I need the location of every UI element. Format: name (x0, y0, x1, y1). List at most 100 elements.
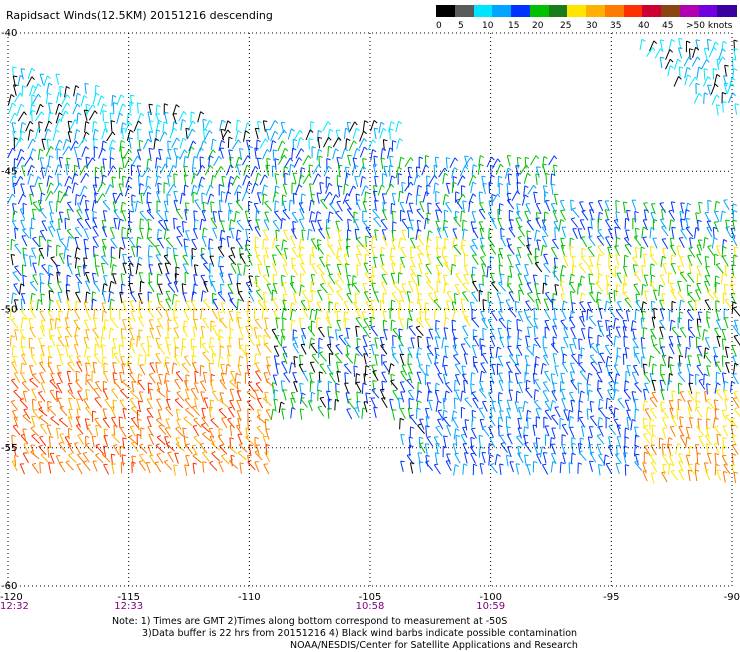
wind-barb-flag (633, 257, 637, 258)
wind-barb (713, 227, 714, 238)
wind-barb (191, 256, 192, 267)
wind-barb (704, 69, 705, 80)
wind-barb (283, 390, 286, 401)
wind-barb-flag (148, 292, 152, 293)
wind-barb (61, 111, 66, 121)
wind-barb-flag (113, 103, 117, 104)
wind-barb-flag (643, 302, 647, 304)
wind-barb-flag (183, 255, 187, 256)
wind-barb (122, 128, 123, 139)
wind-barb (579, 265, 586, 273)
wind-barb (294, 130, 300, 140)
wind-barb (716, 391, 723, 400)
wind-barb-flag (209, 130, 212, 133)
wind-barb-flag (599, 308, 603, 309)
wind-barb (102, 357, 103, 368)
wind-barb-flag (256, 290, 260, 291)
wind-barb (87, 310, 91, 320)
wind-barb (579, 339, 580, 350)
wind-barb-flag (237, 120, 241, 122)
wind-barb-flag (255, 183, 258, 186)
wind-barb-flag (707, 311, 711, 312)
wind-barb-flag (353, 276, 357, 278)
wind-barb (320, 285, 327, 293)
wind-barb-flag (425, 273, 429, 274)
wind-barb-flag (381, 247, 385, 249)
wind-barb-flag (464, 338, 468, 339)
wind-barb (704, 374, 705, 385)
wind-barb (551, 344, 558, 353)
wind-barb (47, 83, 49, 94)
wind-barb-flag (140, 184, 144, 186)
wind-barb (555, 227, 556, 238)
wind-barb-flag (33, 237, 37, 238)
wind-barb-flag (31, 157, 33, 160)
wind-barb-flag (292, 183, 296, 185)
wind-barb-flag (219, 185, 223, 187)
wind-barb (717, 105, 719, 116)
wind-barb (176, 156, 177, 167)
wind-barb (139, 392, 143, 402)
wind-barb-flag (716, 276, 720, 278)
wind-barb-flag (492, 282, 496, 283)
wind-barb (598, 201, 603, 211)
wind-barb-flag (311, 122, 315, 123)
wind-barb (702, 59, 707, 69)
wind-barb (455, 294, 456, 305)
wind-barb (490, 347, 492, 358)
wind-barb-flag (581, 276, 584, 278)
wind-barb (279, 402, 281, 413)
wind-barb-flag (318, 131, 322, 133)
wind-barb (309, 200, 311, 211)
wind-barb (221, 303, 224, 314)
wind-barb (423, 192, 426, 203)
wind-barb (303, 308, 309, 317)
wind-barb (142, 168, 148, 177)
wind-barb (111, 320, 118, 329)
wind-barb (472, 256, 478, 265)
wind-barb (523, 401, 525, 412)
wind-barb-flag (51, 146, 54, 149)
wind-barb (464, 380, 465, 391)
wind-barb (35, 112, 41, 121)
wind-barb (266, 410, 271, 420)
wind-barb-flag (303, 371, 307, 372)
wind-barb (651, 301, 652, 312)
wind-barb (489, 302, 490, 313)
wind-barb (167, 194, 168, 205)
wind-barb (98, 96, 102, 106)
wind-barb (278, 141, 282, 151)
wind-barb (697, 366, 703, 375)
wind-barb-flag (210, 156, 214, 158)
wind-barb-flag (482, 345, 486, 346)
wind-barb-flag (724, 200, 728, 201)
wind-barb-flag (22, 229, 26, 230)
wind-barb-flag (733, 220, 737, 221)
wind-barb (211, 139, 213, 150)
wind-barb (221, 284, 222, 295)
wind-barb (526, 204, 531, 214)
wind-barb-flag (651, 356, 655, 358)
wind-barb (346, 355, 353, 363)
wind-barb-flag (200, 157, 204, 158)
wind-barb (78, 266, 81, 277)
wind-barb-flag (213, 139, 217, 141)
wind-barb-flag (363, 327, 367, 328)
wind-barb-flag (427, 346, 431, 347)
wind-barb (74, 345, 78, 355)
wind-barb (273, 221, 279, 230)
wind-barb-flag (150, 363, 154, 364)
wind-barb-flag (40, 311, 44, 312)
wind-barb-flag (417, 209, 421, 210)
wind-barb (140, 365, 145, 375)
wind-barb-flag (203, 352, 207, 353)
wind-barb-flag (713, 69, 717, 70)
wind-barb (417, 354, 420, 365)
wind-barb-flag (129, 177, 132, 180)
wind-barb (174, 318, 179, 328)
wind-barb (328, 327, 329, 338)
wind-barb-flag (400, 238, 403, 240)
wind-barb (258, 264, 261, 275)
wind-barb-flag (263, 121, 267, 122)
wind-barb-flag (365, 121, 369, 123)
